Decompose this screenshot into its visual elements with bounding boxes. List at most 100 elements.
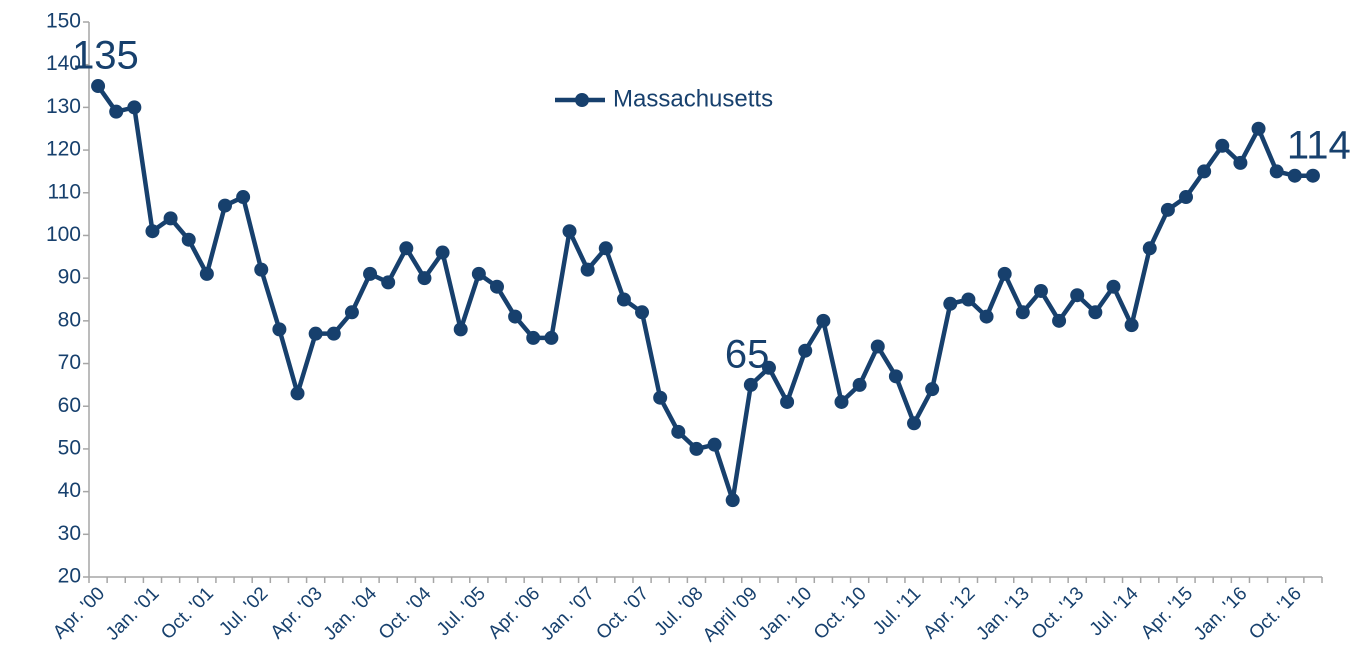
data-label: 114 [1287, 123, 1351, 167]
y-tick-label: 60 [58, 394, 81, 417]
data-point [417, 271, 432, 286]
data-label: 135 [72, 34, 139, 78]
data-label: 65 [725, 332, 770, 376]
data-point [1106, 279, 1121, 294]
data-point [363, 266, 378, 281]
data-point [671, 424, 686, 439]
data-point [1015, 305, 1030, 320]
data-point [653, 390, 668, 405]
data-point [1160, 202, 1175, 217]
data-point [943, 296, 958, 311]
x-tick-label: Jan. '07 [537, 583, 598, 644]
data-point [344, 305, 359, 320]
x-tick-label: Oct. '10 [810, 583, 871, 644]
x-tick-label: Oct. '13 [1028, 583, 1089, 644]
x-tick-label: Oct. '16 [1245, 583, 1306, 644]
data-point [580, 262, 595, 277]
data-point [254, 262, 269, 277]
y-tick-label: 140 [46, 52, 81, 75]
data-point [526, 330, 541, 345]
x-tick-label: Jan. '16 [1190, 583, 1251, 644]
x-tick-label: Apr. '00 [49, 583, 109, 643]
data-point [1269, 164, 1284, 179]
data-point [508, 309, 523, 324]
data-point [1287, 168, 1302, 183]
data-point [925, 382, 940, 397]
data-point [1215, 138, 1230, 153]
data-point [725, 493, 740, 508]
x-tick-label: Jan. '01 [102, 583, 163, 644]
data-point [544, 330, 559, 345]
data-point [453, 322, 468, 337]
data-point [199, 266, 214, 281]
data-point [997, 266, 1012, 281]
x-tick-label: Oct. '04 [375, 583, 436, 644]
data-point [1070, 288, 1085, 303]
data-point [308, 326, 323, 341]
data-point [562, 224, 577, 239]
data-point [381, 275, 396, 290]
data-point [1142, 241, 1157, 256]
data-point [1052, 313, 1067, 328]
data-point [1088, 305, 1103, 320]
data-point [163, 211, 178, 226]
y-tick-label: 40 [58, 479, 81, 502]
data-point [798, 343, 813, 358]
data-point [181, 232, 196, 247]
data-point [290, 386, 305, 401]
data-point [689, 441, 704, 456]
data-point [979, 309, 994, 324]
data-point [109, 104, 124, 119]
data-point [834, 394, 849, 409]
data-point [1197, 164, 1212, 179]
data-point [1233, 155, 1248, 170]
x-tick-label: Jul. '11 [869, 583, 925, 639]
y-tick-label: 100 [46, 223, 81, 246]
x-tick-label: Oct. '07 [592, 583, 653, 644]
x-tick-label: Jan. '04 [320, 583, 382, 645]
y-tick-label: 70 [58, 351, 81, 374]
x-tick-label: Apr. '12 [920, 583, 980, 643]
x-tick-label: April '09 [699, 583, 762, 646]
data-point [780, 394, 795, 409]
data-point [598, 241, 613, 256]
y-tick-label: 80 [58, 308, 81, 331]
data-point [1124, 318, 1139, 333]
data-point [635, 305, 650, 320]
data-point [236, 190, 251, 205]
data-point [961, 292, 976, 307]
data-point [907, 416, 922, 431]
y-tick-label: 120 [46, 138, 81, 161]
data-point [1251, 121, 1266, 136]
data-point [326, 326, 341, 341]
data-point [1033, 283, 1048, 298]
x-tick-label: Jan. '10 [755, 583, 816, 644]
x-tick-label: Jan. '13 [972, 583, 1033, 644]
data-point [743, 377, 758, 392]
data-point [816, 313, 831, 328]
data-point [91, 79, 106, 94]
data-point [888, 369, 903, 384]
data-point [761, 360, 776, 375]
y-tick-label: 150 [46, 10, 81, 33]
legend-marker [575, 93, 589, 107]
data-point [435, 245, 450, 260]
x-tick-label: Jul. '02 [215, 583, 272, 640]
series-line [96, 84, 1313, 503]
data-point [399, 241, 414, 256]
x-tick-label: Apr. '03 [267, 583, 327, 643]
data-point [852, 377, 867, 392]
y-tick-label: 90 [58, 266, 81, 289]
data-point [217, 198, 232, 213]
y-tick-label: 130 [46, 95, 81, 118]
x-tick-label: Apr. '06 [484, 583, 544, 643]
x-tick-label: Apr. '15 [1137, 583, 1197, 643]
data-point [489, 279, 504, 294]
data-point [127, 100, 142, 115]
data-point [1179, 190, 1194, 205]
x-tick-label: Jul. '05 [433, 583, 490, 640]
data-point [471, 266, 486, 281]
data-point [870, 339, 885, 354]
y-tick-label: 30 [58, 522, 81, 545]
